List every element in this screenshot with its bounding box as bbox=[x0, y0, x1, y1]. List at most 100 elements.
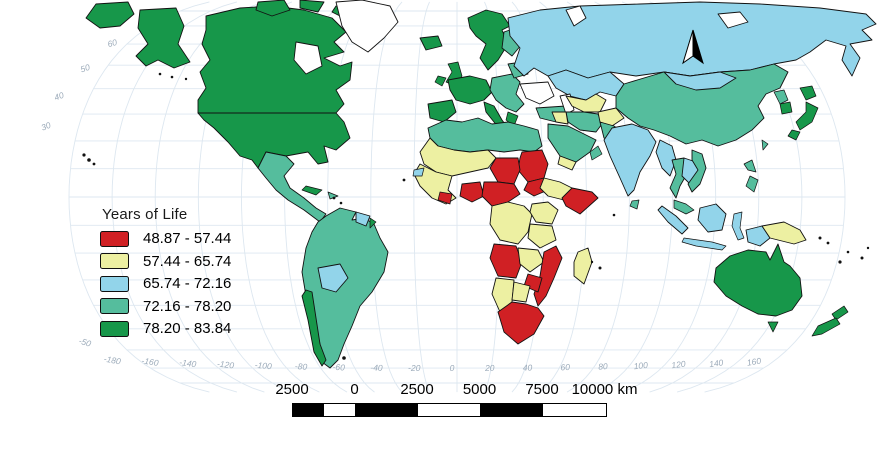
region-taiwan bbox=[761, 139, 769, 151]
region-nz-north bbox=[831, 305, 849, 321]
graticule-label: 40 bbox=[53, 90, 66, 103]
region-botswana bbox=[511, 281, 531, 303]
legend-item: 57.44 - 65.74 bbox=[100, 253, 231, 270]
region-png bbox=[761, 221, 807, 245]
graticule-label: 80 bbox=[598, 361, 608, 372]
scale-bar-tick-label: 2500 bbox=[400, 381, 434, 398]
scale-bar-segment bbox=[418, 404, 481, 416]
graticule-label: -50 bbox=[78, 335, 93, 348]
region-hudson-bay bbox=[293, 41, 323, 75]
scale-bar-segment bbox=[293, 404, 325, 416]
legend-swatch bbox=[100, 320, 129, 337]
graticule-label: -60 bbox=[332, 362, 345, 373]
region-ivory-ghana bbox=[437, 191, 453, 205]
graticule-label: 140 bbox=[708, 357, 724, 369]
region-japan-kyushu bbox=[787, 129, 801, 141]
scale-bar-tick-label: 7500 bbox=[525, 381, 559, 398]
region-iran bbox=[565, 111, 603, 133]
legend-swatch bbox=[100, 298, 129, 314]
region-south-korea bbox=[779, 101, 793, 115]
region-papua-west bbox=[745, 225, 771, 247]
legend-item: 48.87 - 57.44 bbox=[100, 230, 231, 247]
scale-bar-tick-label: 0 bbox=[350, 381, 359, 398]
legend-item: 72.16 - 78.20 bbox=[100, 298, 231, 315]
region-japan-hokkaido bbox=[799, 85, 817, 101]
region-sahel bbox=[419, 137, 497, 177]
region-somalia bbox=[561, 187, 599, 215]
region-turkmen-uzbek bbox=[565, 93, 607, 113]
region-java bbox=[681, 237, 727, 251]
scale-bar-segment bbox=[324, 404, 356, 416]
region-north-korea bbox=[773, 89, 789, 105]
graticule-label: 60 bbox=[560, 362, 570, 373]
legend-items: 48.87 - 57.44 57.44 - 65.74 65.74 - 72.16 7… bbox=[100, 230, 231, 337]
region-new-siberian bbox=[717, 11, 749, 29]
region-canada bbox=[197, 5, 353, 114]
scale-bar-segment bbox=[355, 404, 418, 416]
graticule-label: 60 bbox=[106, 37, 118, 49]
graticule-label: -40 bbox=[370, 362, 383, 372]
region-borneo bbox=[697, 203, 727, 233]
legend-title: Years of Life bbox=[102, 206, 188, 223]
legend-class-label: 48.87 - 57.44 bbox=[143, 230, 232, 247]
region-india bbox=[603, 123, 657, 197]
world-regions bbox=[85, 0, 877, 369]
scale-bar: 2500 0 2500 5000 7500 10000 km bbox=[275, 381, 652, 421]
graticule-label: 30 bbox=[40, 120, 53, 133]
region-sumatra bbox=[657, 205, 689, 235]
legend-item: 65.74 - 72.16 bbox=[100, 275, 231, 292]
legend-swatch bbox=[100, 253, 129, 269]
legend-class-label: 72.16 - 78.20 bbox=[143, 297, 232, 315]
region-arctic-island-1 bbox=[255, 0, 291, 17]
region-tasmania bbox=[767, 321, 779, 333]
region-vietnam bbox=[687, 149, 707, 193]
region-zambia bbox=[517, 247, 545, 273]
graticule-label: -180 bbox=[103, 354, 122, 367]
region-philippines-2 bbox=[745, 175, 759, 193]
scale-bar-tick-label: 2500 bbox=[275, 381, 309, 398]
region-arctic-island-2 bbox=[299, 0, 325, 13]
graticule-label: -140 bbox=[179, 357, 197, 369]
north-arrow-icon bbox=[682, 29, 704, 65]
region-malaysia bbox=[673, 199, 695, 215]
region-ireland bbox=[434, 75, 447, 87]
graticule-label: -160 bbox=[141, 355, 160, 368]
region-yemen bbox=[557, 155, 577, 171]
scale-bar-segment bbox=[480, 404, 543, 416]
region-madagascar bbox=[573, 247, 593, 285]
region-north-africa bbox=[427, 117, 543, 153]
region-bolivia bbox=[317, 263, 349, 293]
region-mongolia bbox=[663, 71, 737, 91]
region-angola bbox=[489, 243, 523, 279]
region-myanmar bbox=[655, 139, 677, 177]
region-usa bbox=[197, 112, 351, 169]
graticule-label: -20 bbox=[408, 363, 421, 373]
graticule-label: -100 bbox=[254, 360, 272, 372]
region-drc bbox=[489, 201, 533, 245]
region-alaska bbox=[135, 7, 191, 69]
region-iceland bbox=[419, 35, 443, 51]
scale-bar-segment bbox=[543, 404, 606, 416]
region-mexico bbox=[257, 151, 327, 223]
legend-class-label: 65.74 - 72.16 bbox=[143, 275, 232, 292]
scale-bar-labels: 2500 0 2500 5000 7500 10000 km bbox=[275, 381, 652, 399]
region-oman bbox=[589, 145, 603, 161]
graticule-label: -80 bbox=[295, 361, 308, 372]
region-south-africa bbox=[497, 301, 545, 345]
legend-item: 78.20 - 83.84 bbox=[100, 320, 231, 337]
legend-class-label: 78.20 - 83.84 bbox=[143, 320, 232, 337]
scale-bar-graphic bbox=[292, 403, 607, 417]
region-china bbox=[615, 63, 789, 147]
graticule-label: 120 bbox=[671, 359, 687, 371]
region-nz-south bbox=[811, 317, 841, 337]
region-tanzania bbox=[527, 223, 557, 249]
legend-swatch bbox=[100, 275, 129, 292]
graticule-label: 50 bbox=[79, 62, 91, 75]
region-uganda-kenya bbox=[529, 201, 559, 225]
region-cuba bbox=[301, 185, 323, 196]
region-central-europe bbox=[489, 73, 525, 113]
graticule-label: 40 bbox=[523, 362, 533, 372]
region-ukraine bbox=[519, 81, 555, 105]
